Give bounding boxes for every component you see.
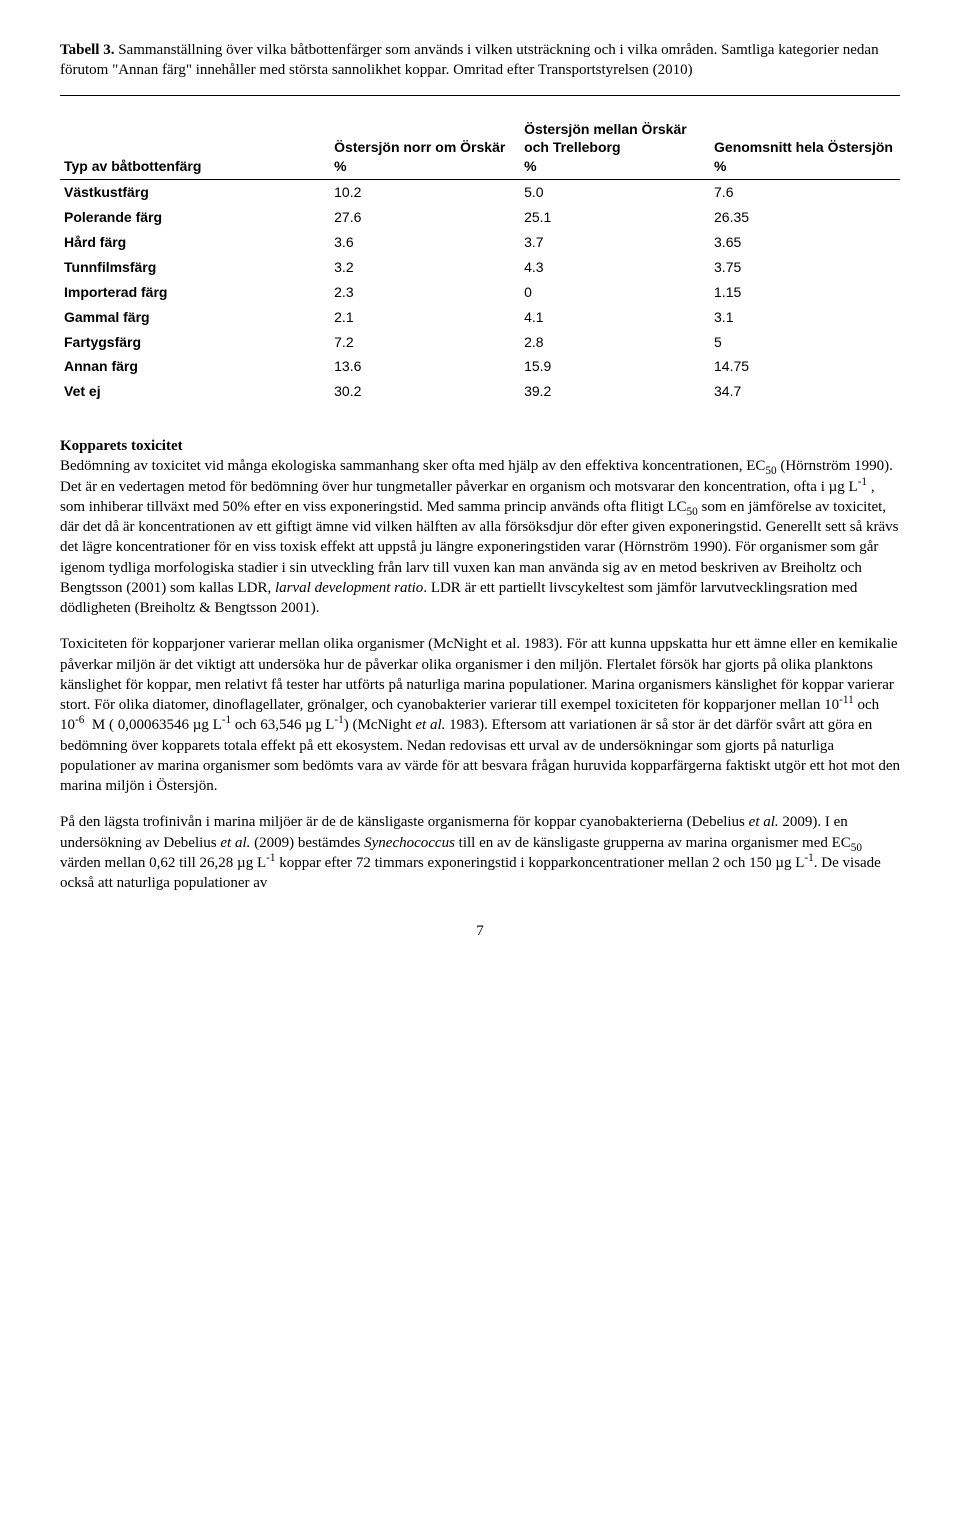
col-header-2: Östersjön mellan Örskär och Trelleborg %	[520, 96, 710, 180]
row-value: 4.1	[520, 305, 710, 330]
table-row: Västkustfärg10.25.07.6	[60, 180, 900, 205]
row-label: Vet ej	[60, 379, 330, 404]
row-value: 5	[710, 330, 900, 355]
row-value: 34.7	[710, 379, 900, 404]
row-label: Västkustfärg	[60, 180, 330, 205]
row-label: Importerad färg	[60, 280, 330, 305]
row-label: Gammal färg	[60, 305, 330, 330]
row-value: 30.2	[330, 379, 520, 404]
row-value: 3.7	[520, 230, 710, 255]
row-value: 2.3	[330, 280, 520, 305]
row-value: 25.1	[520, 205, 710, 230]
row-value: 10.2	[330, 180, 520, 205]
row-value: 7.2	[330, 330, 520, 355]
paragraph-3: På den lägsta trofinivån i marina miljöe…	[60, 812, 900, 893]
row-label: Tunnfilmsfärg	[60, 255, 330, 280]
row-value: 3.75	[710, 255, 900, 280]
row-value: 2.8	[520, 330, 710, 355]
table-row: Hård färg3.63.73.65	[60, 230, 900, 255]
row-label: Polerande färg	[60, 205, 330, 230]
row-value: 1.15	[710, 280, 900, 305]
row-value: 2.1	[330, 305, 520, 330]
row-value: 27.6	[330, 205, 520, 230]
row-value: 15.9	[520, 354, 710, 379]
page-number: 7	[60, 921, 900, 941]
row-value: 0	[520, 280, 710, 305]
table-row: Importerad färg2.301.15	[60, 280, 900, 305]
row-value: 3.2	[330, 255, 520, 280]
paragraph-1: Kopparets toxicitet Bedömning av toxicit…	[60, 436, 900, 618]
row-label: Hård färg	[60, 230, 330, 255]
row-value: 14.75	[710, 354, 900, 379]
table-row: Fartygsfärg7.22.85	[60, 330, 900, 355]
col-header-type: xx Typ av båtbottenfärg	[60, 96, 330, 180]
table-row: Gammal färg2.14.13.1	[60, 305, 900, 330]
table-row: Vet ej30.239.234.7	[60, 379, 900, 404]
caption-text-1: Sammanställning över vilka båtbottenfärg…	[114, 42, 717, 58]
col-header-1: Östersjön norr om Örskär %	[330, 96, 520, 180]
paragraph-2: Toxiciteten för kopparjoner varierar mel…	[60, 634, 900, 796]
paint-table: xx Typ av båtbottenfärg Östersjön norr o…	[60, 95, 900, 405]
section-title: Kopparets toxicitet	[60, 438, 183, 454]
row-value: 39.2	[520, 379, 710, 404]
table-body: Västkustfärg10.25.07.6Polerande färg27.6…	[60, 180, 900, 405]
row-value: 13.6	[330, 354, 520, 379]
row-value: 3.1	[710, 305, 900, 330]
table-row: Tunnfilmsfärg3.24.33.75	[60, 255, 900, 280]
row-value: 7.6	[710, 180, 900, 205]
row-value: 26.35	[710, 205, 900, 230]
row-label: Fartygsfärg	[60, 330, 330, 355]
table-row: Polerande färg27.625.126.35	[60, 205, 900, 230]
row-value: 5.0	[520, 180, 710, 205]
caption-label: Tabell 3.	[60, 42, 114, 58]
table-caption: Tabell 3. Sammanställning över vilka båt…	[60, 40, 900, 81]
row-value: 3.6	[330, 230, 520, 255]
table-row: Annan färg13.615.914.75	[60, 354, 900, 379]
row-label: Annan färg	[60, 354, 330, 379]
row-value: 4.3	[520, 255, 710, 280]
col-header-3: Genomsnitt hela Östersjön %	[710, 96, 900, 180]
row-value: 3.65	[710, 230, 900, 255]
